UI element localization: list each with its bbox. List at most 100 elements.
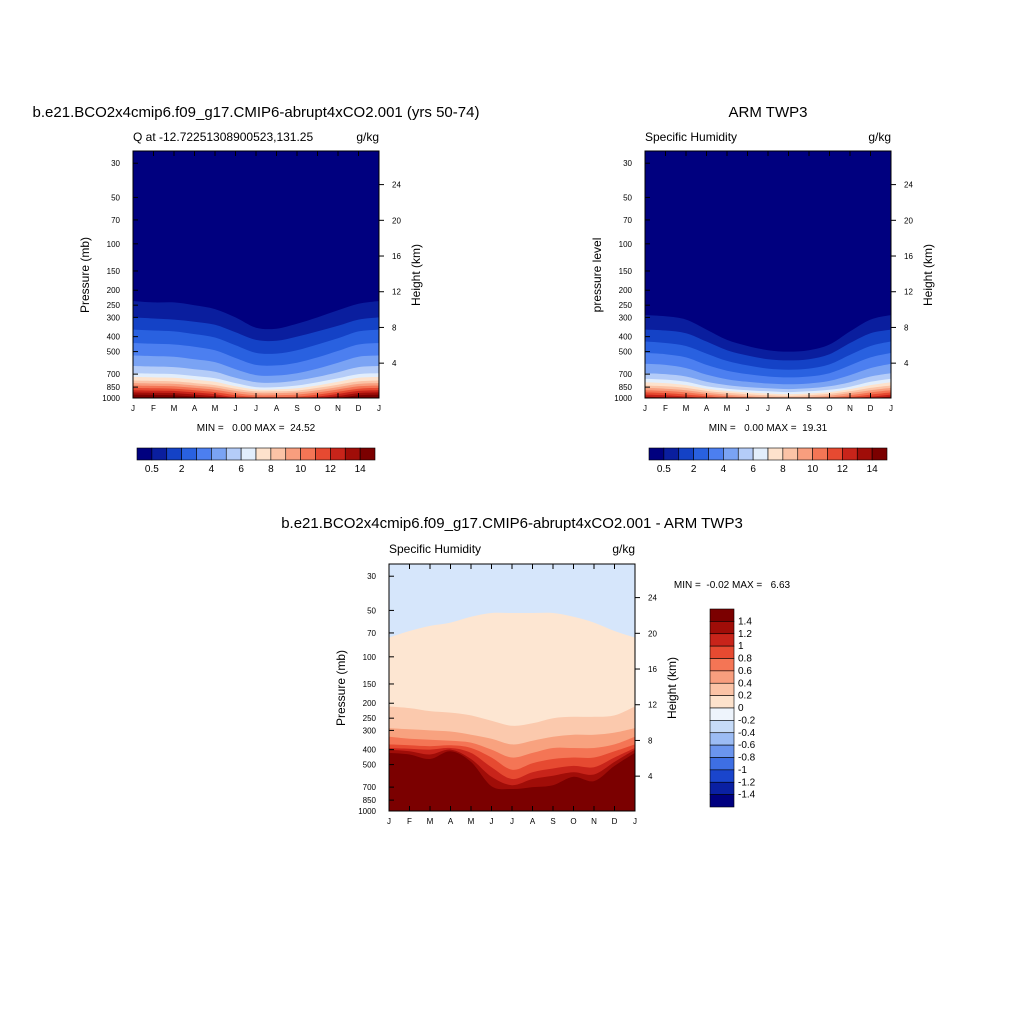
- colorbar: 0.5 2 4 6 8 10 12 14: [136, 447, 376, 475]
- panel-title: b.e21.BCO2x4cmip6.f09_g17.CMIP6-abrupt4x…: [33, 104, 480, 121]
- y-tick-label: 100: [363, 653, 377, 662]
- y-tick-label: 50: [623, 193, 632, 202]
- y-tick-label: 300: [363, 726, 377, 735]
- colorbar-label: 8: [780, 464, 786, 475]
- y-tick-label: 1000: [614, 394, 632, 403]
- y-tick-label: 700: [619, 370, 633, 379]
- colorbar-box: [315, 447, 331, 461]
- colorbar-label: 1.2: [738, 629, 752, 640]
- x-tick-label: J: [643, 404, 647, 413]
- y-tick-label: 150: [619, 267, 633, 276]
- y2-tick-label: 4: [904, 359, 909, 368]
- y-tick-label: 30: [111, 159, 120, 168]
- x-tick-label: M: [212, 404, 219, 413]
- colorbar-box: [330, 447, 346, 461]
- y-tick-label: 400: [107, 333, 121, 342]
- x-tick-label: A: [704, 404, 710, 413]
- colorbar-label: -1.2: [738, 777, 756, 788]
- contour-field: [133, 151, 379, 398]
- colorbar-label: 12: [325, 464, 337, 475]
- y-tick-label: 100: [619, 240, 633, 249]
- colorbar-label: 0.2: [738, 691, 752, 702]
- colorbar-box: [709, 633, 735, 647]
- colorbar-box: [136, 447, 153, 461]
- x-tick-label: A: [786, 404, 792, 413]
- x-tick-label: S: [294, 404, 299, 413]
- colorbar-box: [737, 447, 754, 461]
- x-tick-label: N: [591, 817, 597, 826]
- colorbar-label: -1: [738, 765, 747, 776]
- x-tick-label: M: [724, 404, 731, 413]
- colorbar-label: 0.8: [738, 654, 752, 665]
- y-tick-label: 250: [107, 301, 121, 310]
- y-tick-label: 200: [363, 699, 377, 708]
- colorbar-label: 10: [295, 464, 307, 475]
- min-max-stats: MIN = 0.00 MAX = 19.31: [709, 423, 828, 434]
- y-tick-label: 500: [363, 761, 377, 770]
- y2-axis-label: Height (km): [409, 244, 423, 306]
- colorbar-label: -1.4: [738, 790, 756, 801]
- x-tick-label: F: [407, 817, 412, 826]
- x-tick-label: J: [510, 817, 514, 826]
- colorbar-label: 1.4: [738, 616, 752, 627]
- x-tick-label: M: [427, 817, 434, 826]
- contour-field: [645, 151, 891, 398]
- y-tick-label: 1000: [358, 807, 376, 816]
- x-tick-label: F: [663, 404, 668, 413]
- x-tick-label: A: [448, 817, 454, 826]
- colorbar-label: 0.5: [657, 464, 671, 475]
- colorbar-box: [767, 447, 784, 461]
- colorbar-label: 0: [738, 703, 744, 714]
- colorbar-label: 10: [807, 464, 819, 475]
- y-axis-label: pressure level: [590, 238, 604, 313]
- y-tick-label: 70: [111, 216, 120, 225]
- colorbar: 0.5 2 4 6 8 10 12 14: [648, 447, 888, 475]
- x-tick-label: M: [468, 817, 475, 826]
- y-tick-label: 30: [367, 572, 376, 581]
- colorbar-box: [709, 621, 735, 635]
- y-tick-label: 500: [619, 348, 633, 357]
- colorbar-label: 14: [355, 464, 367, 475]
- colorbar-box: [856, 447, 873, 461]
- contour-level-1.4: [389, 751, 635, 811]
- y2-tick-label: 24: [904, 181, 913, 190]
- y-tick-label: 100: [107, 240, 121, 249]
- x-tick-label: J: [254, 404, 258, 413]
- x-tick-label: M: [683, 404, 690, 413]
- x-tick-label: D: [356, 404, 362, 413]
- colorbar-box: [693, 447, 709, 461]
- y2-tick-label: 24: [648, 594, 657, 603]
- y2-tick-label: 16: [392, 252, 401, 261]
- y-tick-label: 150: [363, 680, 377, 689]
- colorbar-label: 2: [691, 464, 697, 475]
- colorbar-box: [709, 670, 735, 684]
- colorbar-box: [709, 707, 735, 721]
- panel-title: b.e21.BCO2x4cmip6.f09_g17.CMIP6-abrupt4x…: [281, 515, 743, 532]
- x-tick-label: J: [490, 817, 494, 826]
- y2-tick-label: 16: [648, 665, 657, 674]
- y-tick-label: 850: [619, 383, 633, 392]
- colorbar-box: [709, 645, 735, 659]
- y2-tick-label: 4: [392, 359, 397, 368]
- colorbar-box: [181, 447, 197, 461]
- colorbar-box: [166, 447, 182, 461]
- colorbar-label: 0.4: [738, 678, 752, 689]
- y-tick-label: 70: [623, 216, 632, 225]
- x-tick-label: O: [826, 404, 832, 413]
- colorbar-box: [709, 658, 735, 672]
- colorbar-box: [300, 447, 316, 461]
- x-tick-label: J: [633, 817, 637, 826]
- colorbar-label: 1: [738, 641, 744, 652]
- x-tick-label: N: [335, 404, 341, 413]
- y2-tick-label: 8: [648, 736, 653, 745]
- y-tick-label: 150: [107, 267, 121, 276]
- y-tick-label: 850: [363, 796, 377, 805]
- y2-tick-label: 20: [648, 629, 657, 638]
- x-tick-label: A: [530, 817, 536, 826]
- colorbar-box: [678, 447, 694, 461]
- colorbar-box: [151, 447, 168, 461]
- colorbar-box: [708, 447, 724, 461]
- colorbar-box: [225, 447, 242, 461]
- y-tick-label: 50: [111, 193, 120, 202]
- panel-obs: ARM TWP3 Specific Humidity g/kg J F M A M J J A…: [590, 104, 935, 475]
